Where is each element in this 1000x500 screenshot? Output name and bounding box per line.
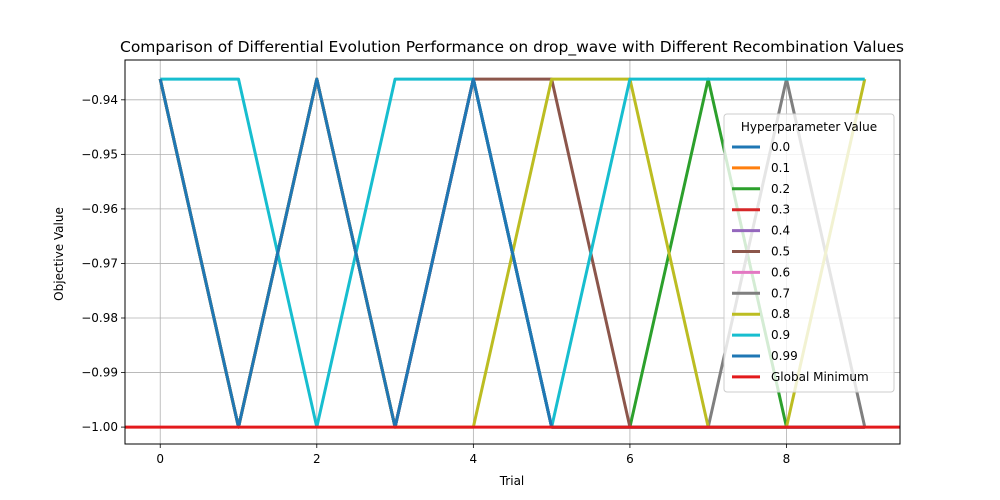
legend-entry-label: 0.1 [771,161,790,175]
y-tick-label: −0.97 [81,256,118,270]
legend-entry-label: 0.99 [771,349,798,363]
legend-entry-label: 0.6 [771,265,790,279]
legend-entry-label: 0.4 [771,224,790,238]
legend-entry-label: 0.7 [771,286,790,300]
x-tick-label: 6 [626,452,634,466]
chart-title: Comparison of Differential Evolution Per… [120,38,904,57]
y-tick-label: −0.94 [81,93,118,107]
y-axis-label: Objective Value [52,207,66,301]
legend-box [723,113,895,393]
x-tick-label: 0 [156,452,164,466]
x-axis-label: Trial [499,474,525,488]
legend-entry-label: 0.0 [771,140,790,154]
y-tick-label: −0.95 [81,147,118,161]
y-tick-label: −1.00 [81,420,118,434]
y-tick-label: −0.96 [81,202,118,216]
legend-title: Hyperparameter Value [741,120,877,134]
x-tick-label: 4 [470,452,478,466]
y-tick-label: −0.98 [81,311,118,325]
y-tick-label: −0.99 [81,366,118,380]
legend-entry-label: 0.5 [771,245,790,259]
legend-entry-label: 0.2 [771,182,790,196]
legend-entry-label: Global Minimum [771,370,869,384]
x-tick-label: 8 [783,452,791,466]
legend-entry-label: 0.8 [771,307,790,321]
x-tick-label: 2 [313,452,321,466]
legend-entry-label: 0.3 [771,203,790,217]
axes-frame [124,59,901,445]
legend-entry-label: 0.9 [771,328,790,342]
legend: Hyperparameter Value 0.0 0.1 0.2 0.3 0.4 0.5 0.… [723,113,895,393]
